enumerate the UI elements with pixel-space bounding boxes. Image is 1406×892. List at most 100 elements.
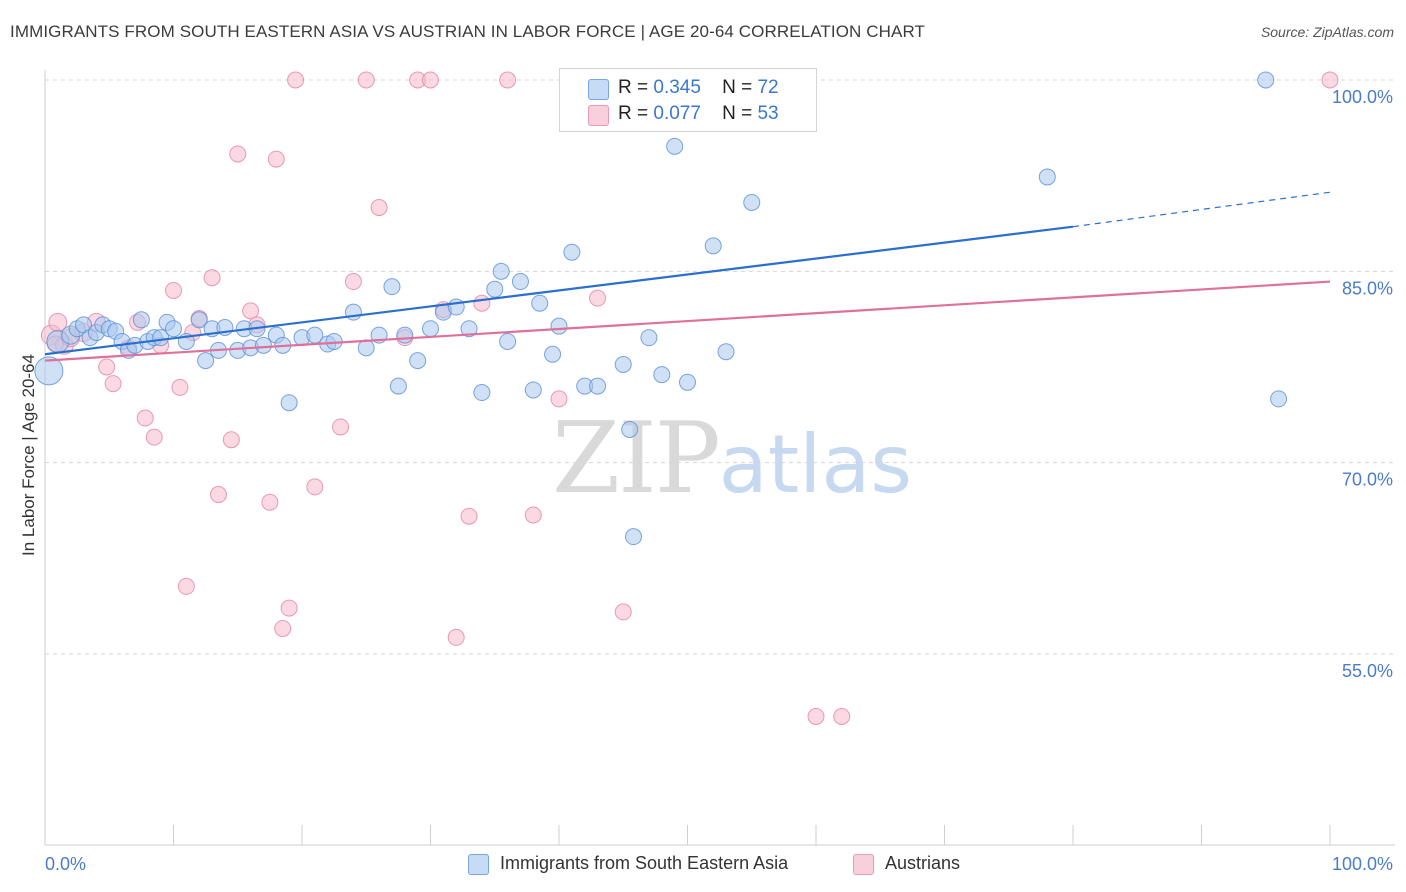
point-austrians bbox=[332, 418, 350, 436]
point-asia bbox=[499, 332, 517, 350]
point-austrians bbox=[589, 289, 607, 307]
point-asia bbox=[563, 243, 581, 261]
point-austrians bbox=[104, 375, 122, 393]
point-asia bbox=[531, 294, 549, 312]
point-asia bbox=[473, 384, 491, 402]
point-austrians bbox=[209, 486, 227, 504]
point-austrians bbox=[1321, 71, 1339, 89]
point-asia bbox=[396, 326, 414, 344]
point-asia bbox=[460, 320, 478, 338]
point-asia bbox=[280, 394, 298, 412]
point-asia bbox=[383, 278, 401, 296]
point-austrians bbox=[524, 506, 542, 524]
legend-r-label: R = bbox=[618, 103, 649, 124]
point-austrians bbox=[165, 281, 182, 299]
point-asia bbox=[1038, 168, 1056, 186]
point-asia bbox=[640, 329, 658, 347]
legend-n-austrians: 53 bbox=[757, 103, 779, 124]
point-austrians bbox=[171, 378, 189, 396]
watermark-atlas: atlas bbox=[718, 418, 913, 511]
legend-n-label: N = bbox=[722, 103, 753, 124]
point-asia bbox=[409, 352, 427, 370]
point-austrians bbox=[344, 273, 362, 291]
point-austrians bbox=[306, 478, 324, 496]
point-asia bbox=[666, 137, 684, 155]
point-austrians bbox=[550, 390, 568, 408]
point-austrians bbox=[280, 599, 298, 617]
trend-line-austrians bbox=[44, 280, 1331, 362]
watermark: ZIPatlas bbox=[552, 402, 912, 516]
point-austrians bbox=[447, 628, 465, 646]
legend-r-austrians: 0.077 bbox=[653, 103, 701, 124]
point-asia bbox=[1257, 71, 1275, 89]
legend-swatch-asia bbox=[588, 79, 609, 100]
legend-swatch-austrians bbox=[588, 105, 609, 126]
point-austrians bbox=[370, 199, 388, 217]
legend-r-asia: 0.345 bbox=[653, 77, 701, 98]
point-austrians bbox=[177, 577, 195, 595]
legend-text-austrians: R = 0.077 N = 53 bbox=[618, 103, 779, 125]
point-austrians bbox=[499, 71, 517, 89]
point-asia bbox=[197, 352, 215, 370]
point-austrians bbox=[614, 603, 632, 621]
source-label: Source: ZipAtlas.com bbox=[1260, 24, 1394, 40]
point-asia bbox=[34, 356, 64, 386]
point-asia bbox=[132, 311, 150, 329]
correlation-legend: R = 0.345 N = 72 R = 0.077 N = 53 bbox=[559, 68, 817, 132]
point-asia bbox=[511, 273, 529, 291]
point-asia bbox=[389, 377, 407, 395]
point-austrians bbox=[473, 294, 491, 312]
trend-line-asia-dashed bbox=[1072, 191, 1331, 228]
bottom-legend-label-asia: Immigrants from South Eastern Asia bbox=[500, 853, 789, 873]
point-austrians bbox=[242, 302, 260, 320]
legend-r-label: R = bbox=[618, 77, 649, 98]
point-asia bbox=[1270, 390, 1288, 408]
point-austrians bbox=[357, 71, 375, 89]
point-asia bbox=[524, 381, 542, 399]
point-asia bbox=[152, 329, 170, 347]
point-asia bbox=[653, 366, 671, 384]
legend-text-asia: R = 0.345 N = 72 bbox=[618, 77, 779, 99]
point-austrians bbox=[422, 71, 439, 89]
point-asia bbox=[254, 336, 272, 354]
point-asia bbox=[621, 421, 639, 439]
point-asia bbox=[614, 355, 632, 373]
point-austrians bbox=[145, 428, 163, 446]
point-asia bbox=[422, 320, 439, 338]
point-asia bbox=[743, 193, 761, 211]
point-austrians bbox=[833, 708, 851, 726]
point-austrians bbox=[203, 269, 221, 287]
point-asia bbox=[550, 317, 568, 335]
chart-title: IMMIGRANTS FROM SOUTH EASTERN ASIA VS AU… bbox=[10, 22, 925, 41]
point-asia bbox=[589, 377, 607, 395]
point-austrians bbox=[229, 145, 247, 163]
bottom-legend-swatch-austrians bbox=[853, 854, 874, 875]
point-asia bbox=[165, 320, 182, 338]
point-asia bbox=[486, 280, 504, 298]
y-tick-label: 85.0% bbox=[1342, 278, 1393, 298]
point-asia bbox=[492, 262, 510, 280]
bottom-legend-swatch-asia bbox=[468, 854, 489, 875]
y-tick-label: 100.0% bbox=[1332, 87, 1393, 107]
point-austrians bbox=[460, 507, 478, 525]
legend-n-asia: 72 bbox=[757, 77, 779, 98]
bottom-legend-label-austrians: Austrians bbox=[885, 853, 961, 873]
point-austrians bbox=[274, 619, 292, 637]
point-austrians bbox=[222, 431, 240, 449]
x-tick-label: 100.0% bbox=[1332, 854, 1393, 874]
point-austrians bbox=[98, 358, 116, 376]
legend-n-label: N = bbox=[722, 77, 753, 98]
point-asia bbox=[190, 311, 208, 329]
point-asia bbox=[625, 528, 643, 546]
point-austrians bbox=[287, 71, 305, 89]
point-austrians bbox=[261, 493, 279, 511]
point-asia bbox=[679, 373, 696, 391]
point-austrians bbox=[807, 708, 825, 726]
watermark-zip: ZIP bbox=[552, 402, 721, 516]
y-tick-label: 70.0% bbox=[1342, 470, 1393, 490]
point-austrians bbox=[136, 409, 154, 427]
x-tick-label: 0.0% bbox=[45, 854, 86, 874]
point-austrians bbox=[267, 150, 285, 168]
point-asia bbox=[704, 237, 722, 255]
